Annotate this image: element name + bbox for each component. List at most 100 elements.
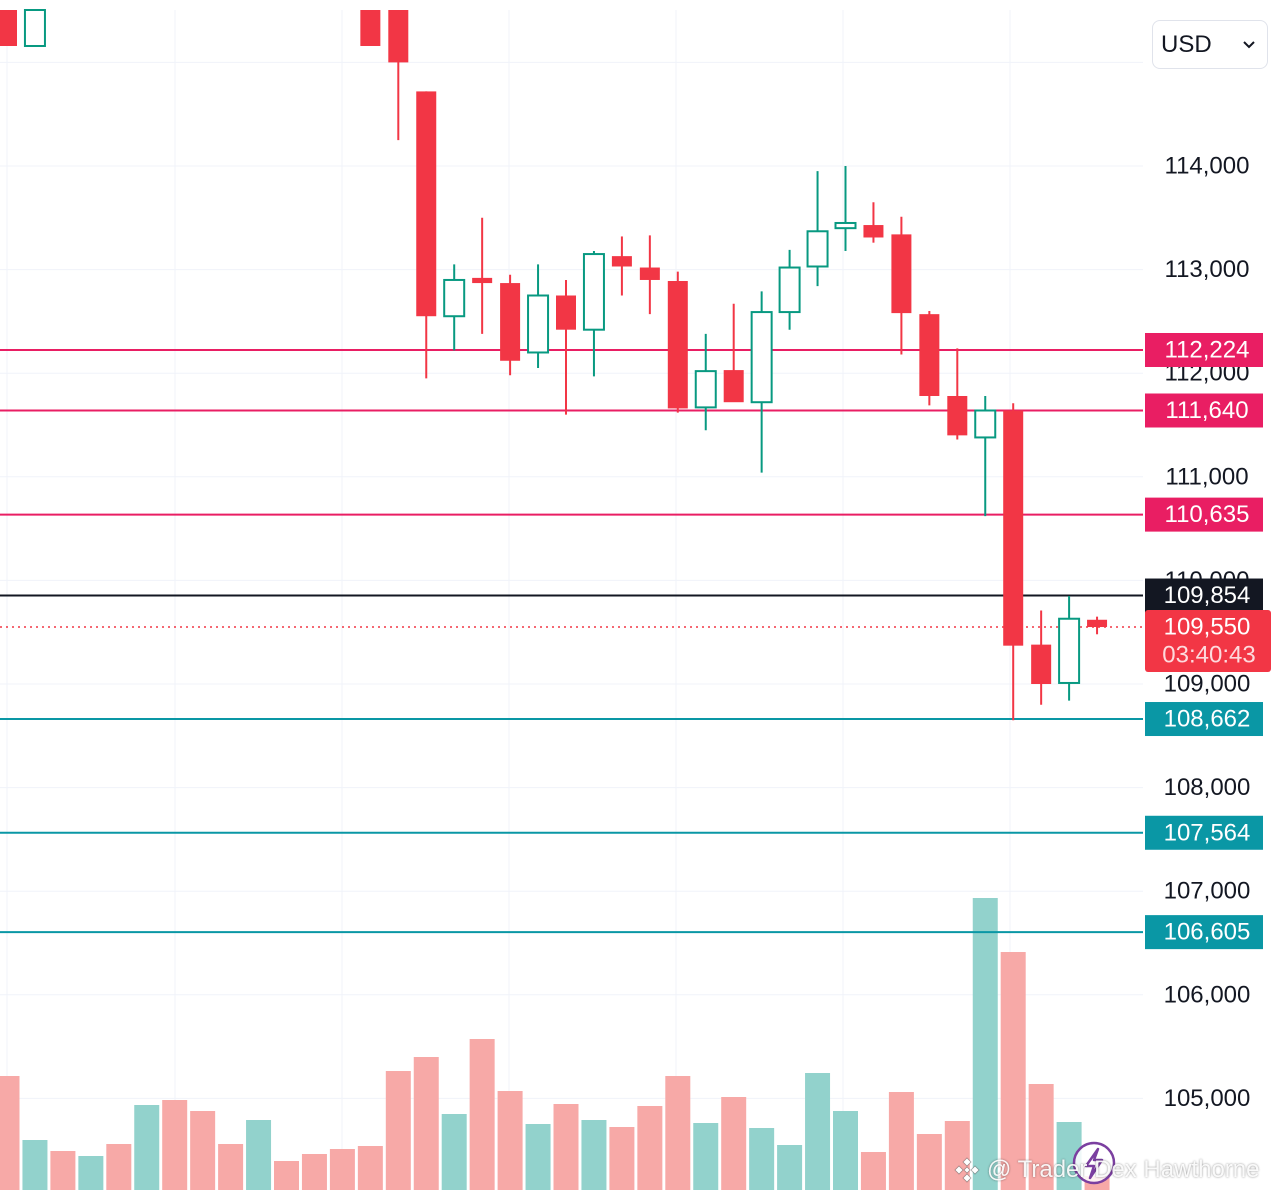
candle-body-up — [974, 409, 997, 439]
volume-bar — [162, 1100, 188, 1190]
volume-bar — [246, 1120, 272, 1190]
volume-bar — [469, 1039, 495, 1190]
marked-price-label: 109,854 — [1164, 582, 1251, 609]
volume-bar — [22, 1140, 48, 1190]
volume-bar — [218, 1144, 244, 1190]
currency-select[interactable]: USD — [1152, 20, 1268, 69]
candle-body-down — [472, 277, 493, 284]
volume-bar — [777, 1145, 803, 1190]
candle-body-up — [23, 9, 46, 47]
candle-body-down — [1031, 644, 1052, 684]
volume-bar — [665, 1076, 691, 1190]
currency-select-value: USD — [1161, 30, 1212, 58]
volume-bar — [721, 1097, 747, 1190]
volume-bar — [805, 1073, 831, 1190]
support-level-tag — [1145, 915, 1263, 950]
candle-body-down — [388, 10, 409, 63]
candle-body-down — [556, 295, 576, 330]
volume-bar — [78, 1156, 104, 1190]
bolt-button[interactable] — [1072, 1141, 1116, 1185]
candle-body-up — [582, 253, 605, 331]
resistance-level-tag — [1145, 332, 1263, 367]
resistance-level-label: 110,635 — [1165, 501, 1250, 528]
candle-body-up — [1058, 617, 1081, 684]
candle-body-up — [694, 370, 717, 409]
resistance-level-label: 112,224 — [1165, 336, 1250, 363]
candle-body-up — [806, 230, 829, 268]
candle-body-down — [863, 225, 884, 238]
volume-bar — [274, 1161, 299, 1190]
candle-body-down — [891, 234, 912, 314]
price-tick-label: 111,000 — [1165, 463, 1248, 490]
resistance-level-tag — [1145, 497, 1263, 532]
volume-bar — [441, 1114, 467, 1190]
price-tick-label: 114,000 — [1165, 153, 1250, 180]
candle-body-down — [639, 267, 660, 280]
volume-bar — [553, 1104, 579, 1190]
volume-bar — [749, 1128, 775, 1190]
diamond-logo-icon — [954, 1157, 980, 1183]
price-axis: 114,000113,000112,000111,000110,000109,0… — [1164, 153, 1251, 1112]
volume-bar — [525, 1124, 551, 1190]
watermark: @ Trader Dex Hawthorne — [953, 1152, 1259, 1188]
levels-layer — [0, 348, 1143, 934]
candle-body-down — [360, 10, 381, 46]
price-tick-label: 109,000 — [1164, 671, 1251, 698]
volume-layer — [0, 898, 1110, 1190]
candle-body-down — [723, 370, 744, 403]
price-labels-layer: 112,224 111,640 110,635 108,662 107,564 106,6… — [1145, 332, 1271, 950]
resistance-level-label: 111,640 — [1165, 397, 1248, 424]
volume-bar — [693, 1123, 719, 1190]
volume-bar — [888, 1092, 914, 1190]
candle-body-up — [443, 278, 466, 318]
volume-bar — [497, 1091, 523, 1190]
volume-bar — [916, 1134, 942, 1190]
candles-layer — [0, 9, 1108, 721]
price-tick-label: 107,000 — [1164, 878, 1251, 905]
volume-bar — [329, 1149, 355, 1190]
volume-bar — [1000, 952, 1026, 1190]
price-tick-label: 113,000 — [1165, 256, 1250, 283]
support-level-tag — [1145, 702, 1263, 737]
candle-body-down — [947, 395, 968, 436]
candle-body-down — [1087, 619, 1108, 628]
candle-body-up — [834, 221, 857, 230]
grid-layer — [0, 10, 1143, 1190]
support-level-label: 106,605 — [1164, 919, 1251, 946]
support-level-label: 108,662 — [1164, 706, 1251, 733]
volume-bar — [50, 1151, 76, 1190]
volume-bar — [860, 1152, 886, 1190]
candle-body-down — [611, 256, 632, 267]
candle-body-down — [1003, 410, 1024, 646]
volume-bar — [581, 1120, 607, 1190]
candle-body-up — [527, 294, 550, 354]
price-tick-label: 106,000 — [1164, 981, 1251, 1008]
candle-body-down — [919, 314, 940, 396]
support-level-tag — [1145, 815, 1263, 850]
volume-bar — [413, 1057, 439, 1190]
volume-bar — [833, 1111, 858, 1190]
volume-bar — [972, 898, 998, 1190]
volume-bar — [106, 1144, 132, 1190]
volume-bar — [385, 1071, 411, 1190]
watermark-text: @ Trader Dex Hawthorne — [987, 1156, 1260, 1183]
candle-body-down — [416, 91, 437, 317]
candle-body-up — [750, 311, 773, 404]
volume-bar — [134, 1105, 160, 1190]
last-price-label: 109,550 — [1164, 614, 1251, 641]
marked-price-tag — [1145, 578, 1263, 613]
volume-bar — [0, 1076, 20, 1190]
volume-bar — [637, 1106, 663, 1190]
candle-body-down — [0, 10, 17, 46]
volume-bar — [190, 1111, 216, 1190]
lightning-icon — [1084, 1147, 1104, 1180]
volume-bar — [1028, 1084, 1054, 1190]
resistance-level-tag — [1145, 393, 1263, 428]
candle-body-down — [500, 283, 521, 361]
countdown-label: 03:40:43 — [1162, 642, 1255, 669]
candle-body-up — [778, 266, 801, 314]
price-tick-label: 108,000 — [1164, 774, 1251, 801]
support-level-label: 107,564 — [1164, 819, 1251, 846]
last-price-tag — [1145, 610, 1271, 673]
